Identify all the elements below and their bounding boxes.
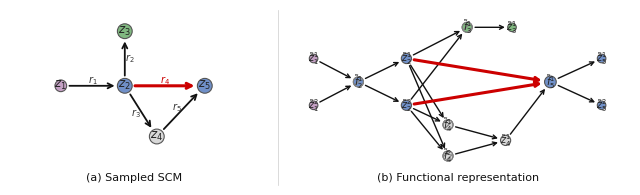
Ellipse shape: [545, 76, 556, 88]
Text: $r_1$: $r_1$: [88, 74, 98, 87]
Ellipse shape: [197, 78, 212, 93]
Ellipse shape: [401, 100, 412, 110]
Text: $\tilde{f}_4^2$: $\tilde{f}_4^2$: [444, 147, 452, 165]
Ellipse shape: [597, 101, 606, 110]
Text: $\tilde{z}_5^1$: $\tilde{z}_5^1$: [596, 50, 607, 67]
Ellipse shape: [309, 54, 318, 63]
Text: $\tilde{f}_2^1$: $\tilde{f}_2^1$: [354, 73, 363, 91]
Text: $\tilde{z}_2^2$: $\tilde{z}_2^2$: [401, 97, 412, 114]
Text: $\tilde{z}_5^2$: $\tilde{z}_5^2$: [596, 97, 607, 114]
Text: $z_2$: $z_2$: [118, 79, 131, 92]
Text: $r_3$: $r_3$: [131, 108, 141, 121]
Ellipse shape: [309, 101, 318, 110]
Ellipse shape: [508, 23, 516, 32]
Text: $r_2$: $r_2$: [125, 52, 135, 65]
Ellipse shape: [443, 151, 453, 161]
Text: $\tilde{z}_1^1$: $\tilde{z}_1^1$: [308, 50, 319, 67]
Text: (a) Sampled SCM: (a) Sampled SCM: [86, 173, 182, 183]
Text: $\tilde{f}_5^1$: $\tilde{f}_5^1$: [546, 73, 555, 91]
Ellipse shape: [117, 78, 132, 93]
Ellipse shape: [353, 77, 364, 87]
Ellipse shape: [462, 22, 472, 32]
Text: $z_5$: $z_5$: [198, 79, 211, 92]
Text: $\tilde{z}_4^1$: $\tilde{z}_4^1$: [500, 132, 511, 149]
Text: $\tilde{f}_4^1$: $\tilde{f}_4^1$: [444, 116, 452, 134]
Ellipse shape: [55, 80, 67, 92]
Text: $r_5$: $r_5$: [172, 101, 182, 114]
Ellipse shape: [117, 24, 132, 39]
Text: $\tilde{f}_3^1$: $\tilde{f}_3^1$: [463, 18, 472, 36]
Ellipse shape: [149, 129, 164, 144]
Ellipse shape: [443, 120, 453, 130]
Text: $\tilde{z}_1^2$: $\tilde{z}_1^2$: [308, 97, 319, 114]
Text: (b) Functional representation: (b) Functional representation: [376, 173, 539, 183]
Text: $r_4$: $r_4$: [160, 74, 170, 87]
Text: $z_4$: $z_4$: [150, 130, 163, 143]
Ellipse shape: [500, 135, 511, 145]
Ellipse shape: [401, 53, 412, 64]
Text: $\tilde{z}_2^1$: $\tilde{z}_2^1$: [401, 50, 412, 67]
Text: $z_1$: $z_1$: [54, 79, 67, 92]
Text: $z_3$: $z_3$: [118, 25, 131, 38]
Ellipse shape: [597, 54, 606, 63]
Text: $\tilde{z}_3^1$: $\tilde{z}_3^1$: [506, 19, 518, 36]
